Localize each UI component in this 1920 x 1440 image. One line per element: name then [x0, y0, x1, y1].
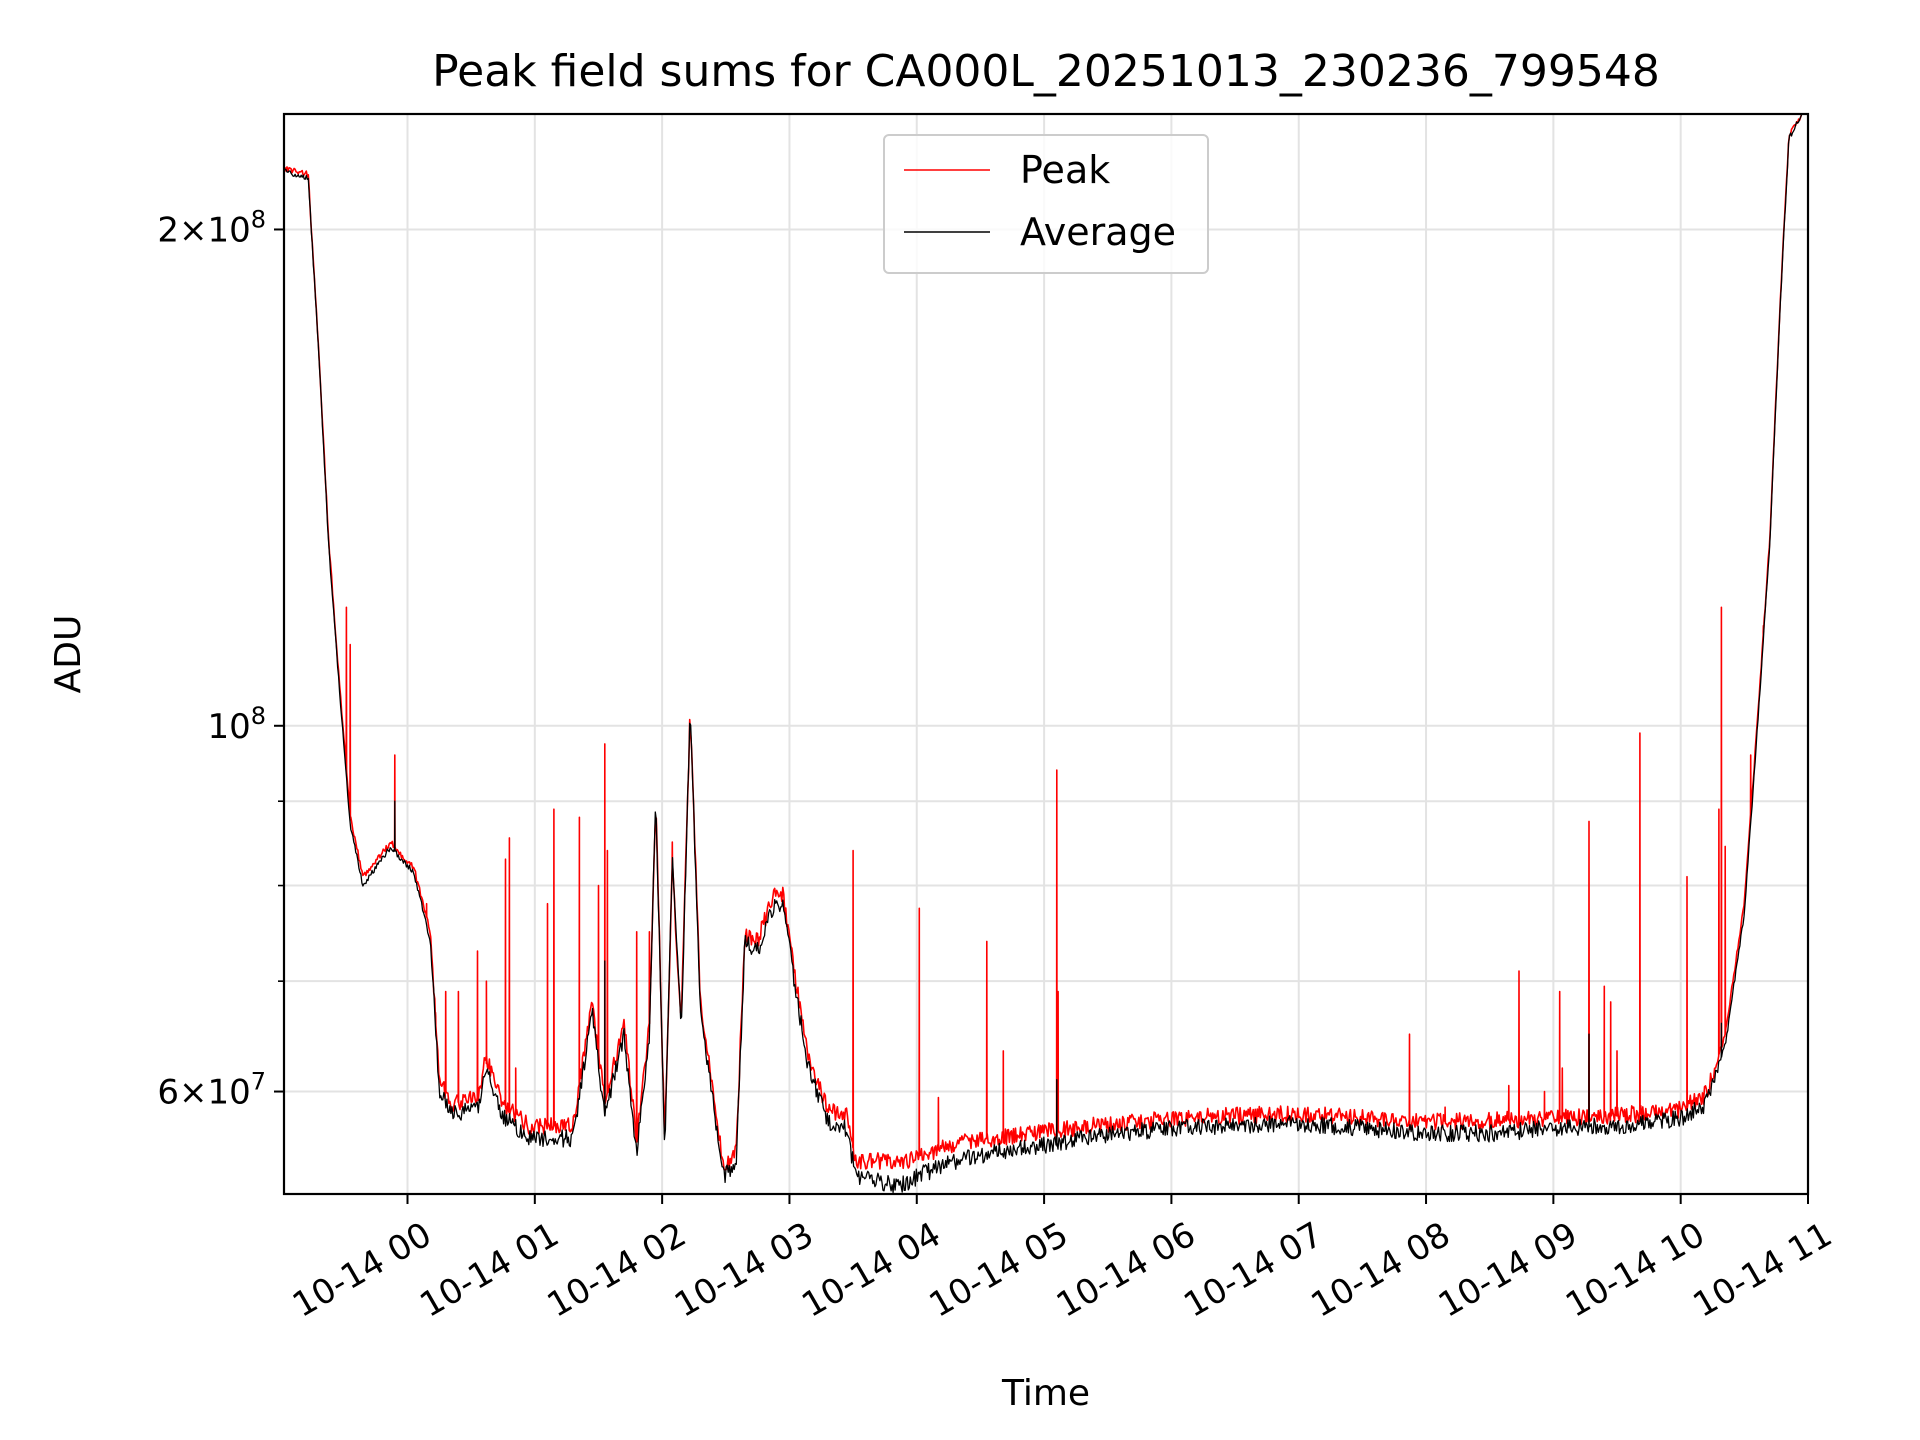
chart-title: Peak field sums for CA000L_20251013_2302… [432, 46, 1660, 97]
y-tick-label: 6×107 [157, 1068, 266, 1113]
x-axis-label: Time [1001, 1373, 1090, 1414]
y-tick-label: 2×108 [157, 205, 266, 250]
axes-frame [282, 112, 1810, 1196]
legend-label-peak: Peak [1020, 148, 1110, 192]
y-axis: 6×107 108 2×108 [157, 205, 284, 1113]
series-line-average [283, 114, 1803, 1194]
legend-label-average: Average [1020, 210, 1176, 254]
legend: Peak Average [883, 134, 1209, 274]
y-tick-label: 108 [207, 702, 266, 747]
grid [284, 114, 1809, 1194]
y-axis-label: ADU [48, 615, 89, 694]
plot-area [283, 113, 1803, 1194]
